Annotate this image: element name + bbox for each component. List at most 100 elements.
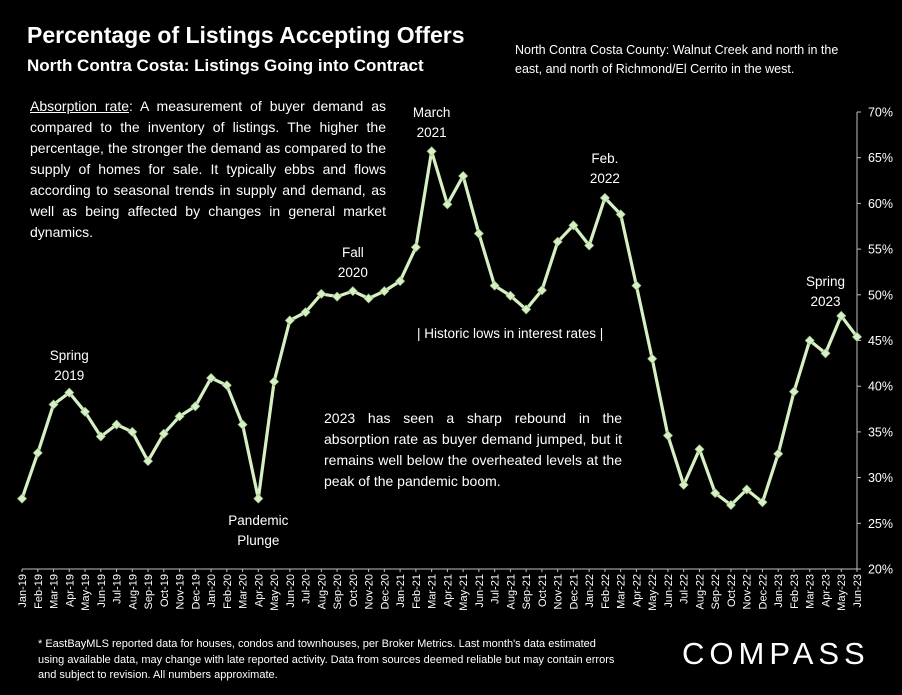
region-note: North Contra Costa County: Walnut Creek … (515, 43, 839, 76)
x-tick-label: Sep-21 (521, 574, 533, 609)
rebound-note: 2023 has seen a sharp rebound in the abs… (324, 410, 622, 489)
data-point-marker (111, 419, 122, 430)
data-point-marker (631, 280, 642, 291)
x-tick-label: Dec-20 (379, 574, 391, 609)
data-point-marker (442, 199, 453, 210)
data-point-marker (757, 497, 768, 508)
y-tick-label: 50% (868, 288, 893, 302)
data-point-marker (395, 276, 406, 287)
data-point-marker (190, 401, 201, 412)
x-tick-label: Jun-20 (285, 574, 297, 608)
x-tick-label: Mar-22 (616, 574, 628, 609)
x-tick-label: Sep-19 (143, 574, 155, 609)
compass-logo: COMPASS (682, 636, 870, 671)
x-tick-label: Jan-22 (584, 574, 596, 608)
data-point-marker (284, 315, 295, 326)
data-point-marker (426, 146, 437, 157)
data-point-marker (347, 286, 358, 297)
x-tick-label: Oct-19 (159, 574, 171, 607)
x-tick-label: May-20 (269, 574, 281, 611)
x-tick-label: Aug-19 (127, 574, 139, 609)
annotation-line: 2022 (590, 171, 620, 186)
x-tick-label: Apr-23 (820, 574, 832, 607)
y-tick-label: 55% (868, 243, 893, 257)
series-markers (16, 146, 863, 511)
x-tick-label: Nov-19 (175, 574, 187, 609)
annotation-line: March (413, 105, 451, 120)
x-tick-label: May-22 (647, 574, 659, 611)
source-footnote: * EastBayMLS reported data for houses, c… (38, 638, 615, 681)
data-point-marker (489, 280, 500, 291)
data-point-marker (568, 220, 579, 231)
annotation-line: 2023 (810, 294, 840, 309)
data-point-marker (804, 335, 815, 346)
definition-term: Absorption rate (30, 98, 129, 114)
definition-text: : A measurement of buyer demand as compa… (30, 98, 386, 240)
data-point-marker (127, 426, 138, 437)
annotation-label: Spring 2019 (50, 348, 89, 383)
annotation-line: Spring (50, 348, 89, 363)
data-point-marker (678, 479, 689, 490)
annotation-line: 2020 (338, 265, 368, 280)
annotation-line: 2019 (54, 368, 84, 383)
x-tick-label: May-23 (836, 574, 848, 611)
annotation-label: Pandemic Plunge (228, 513, 288, 548)
data-point-marker (206, 372, 217, 383)
data-point-marker (552, 236, 563, 247)
data-point-marker (662, 430, 673, 441)
data-point-marker (458, 170, 469, 182)
x-tick-label: Jun-22 (663, 574, 675, 608)
data-point-marker (473, 228, 484, 239)
annotation-label: March 2021 (413, 105, 451, 140)
x-tick-label: May-21 (458, 574, 470, 611)
x-tick-label: Nov-20 (364, 574, 376, 609)
data-point-marker (788, 386, 800, 397)
x-tick-label: Jan-19 (17, 574, 29, 608)
x-tick-label: Jun-19 (96, 574, 108, 608)
absorption-rate-definition: Absorption rate: A measurement of buyer … (30, 96, 386, 243)
data-point-marker (615, 209, 626, 220)
x-tick-label: Jan-20 (206, 574, 218, 608)
x-tick-label: Feb-20 (222, 574, 234, 609)
y-tick-label: 70% (868, 106, 893, 120)
x-tick-label: Jan-21 (395, 574, 407, 608)
data-point-marker (725, 499, 736, 511)
x-tick-label: Mar-23 (805, 574, 817, 609)
data-point-marker (836, 310, 847, 321)
x-tick-label: Nov-21 (553, 574, 565, 609)
x-tick-label: Dec-22 (757, 574, 769, 609)
annotation-line: Plunge (237, 533, 279, 548)
x-tick-label: Aug-21 (505, 574, 517, 609)
data-point-marker (851, 331, 863, 342)
x-tick-label: Jul-22 (679, 574, 691, 604)
annotation-line: Pandemic (228, 513, 288, 528)
x-tick-label: Feb-21 (411, 574, 423, 609)
data-point-marker (599, 192, 610, 203)
data-point-marker (269, 376, 280, 387)
data-point-marker (316, 288, 327, 299)
data-point-marker (79, 406, 91, 417)
y-tick-labels: 20% 25% 30% 35% 40% 45% 50% 55% 60% 65% 70% (857, 106, 893, 577)
annotation-label: Fall 2020 (338, 245, 368, 280)
annotation-line: Fall (342, 245, 364, 260)
annotation-label: | Historic lows in interest rates | (417, 326, 603, 341)
x-tick-label: Jul-20 (301, 574, 313, 604)
data-point-marker (95, 431, 106, 442)
annotation-label: Feb. 2022 (590, 151, 620, 186)
x-tick-label: Apr-19 (64, 574, 76, 607)
chart-title: Percentage of Listings Accepting Offers (27, 22, 465, 48)
data-point-marker (253, 493, 264, 504)
y-tick-label: 40% (868, 380, 893, 394)
y-tick-label: 20% (868, 563, 893, 577)
x-tick-label: Apr-20 (253, 574, 265, 607)
data-point-marker (694, 444, 705, 455)
chart-subtitle: North Contra Costa: Listings Going into … (27, 56, 424, 75)
data-point-marker (410, 242, 421, 253)
annotation-line: | Historic lows in interest rates | (417, 326, 603, 341)
data-point-marker (332, 291, 343, 302)
x-tick-label: Mar-20 (238, 574, 250, 609)
x-tick-label: Jul-21 (490, 574, 502, 604)
data-point-marker (710, 488, 721, 499)
x-tick-label: Apr-22 (631, 574, 643, 607)
y-tick-label: 45% (868, 334, 893, 348)
